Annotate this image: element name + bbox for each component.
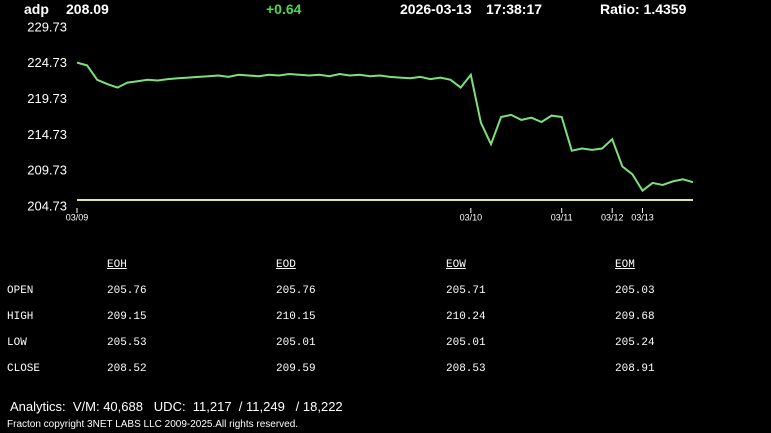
row-label: HIGH bbox=[7, 311, 34, 323]
cell: 209.15 bbox=[107, 311, 147, 323]
x-tick-label: 03/10 bbox=[460, 212, 483, 222]
cell: 205.01 bbox=[446, 337, 486, 349]
row-label: CLOSE bbox=[7, 363, 41, 375]
cell: 208.53 bbox=[446, 363, 486, 375]
cell: 210.24 bbox=[446, 311, 486, 323]
column-header: EOH bbox=[107, 259, 127, 271]
cell: 205.71 bbox=[446, 285, 486, 297]
cell: 209.59 bbox=[276, 363, 316, 375]
copyright: Fracton copyright 3NET LABS LLC 2009-202… bbox=[7, 419, 299, 430]
date: 2026-03-13 bbox=[400, 1, 472, 17]
y-tick-label: 224.73 bbox=[27, 55, 67, 70]
analytics: Analytics: V/M: 40,688 UDC: 11,217 / 11,… bbox=[10, 399, 343, 414]
cell: 205.01 bbox=[276, 337, 316, 349]
column-header: EOM bbox=[615, 259, 635, 271]
time: 17:38:17 bbox=[486, 1, 543, 17]
y-tick-label: 209.73 bbox=[27, 163, 67, 178]
cell: 210.15 bbox=[276, 311, 316, 323]
x-tick-label: 03/12 bbox=[601, 212, 624, 222]
y-tick-label: 219.73 bbox=[27, 91, 67, 106]
cell: 208.52 bbox=[107, 363, 147, 375]
row-label: LOW bbox=[7, 337, 27, 349]
cell: 208.91 bbox=[615, 363, 655, 375]
cell: 205.76 bbox=[107, 285, 147, 297]
symbol: adp bbox=[24, 1, 49, 17]
x-tick-label: 03/11 bbox=[551, 212, 573, 222]
row-label: OPEN bbox=[7, 285, 34, 297]
ratio: Ratio: 1.4359 bbox=[600, 1, 687, 17]
cell: 209.68 bbox=[615, 311, 655, 323]
x-tick-label: 03/13 bbox=[631, 212, 654, 222]
price-line bbox=[76, 61, 694, 193]
price: 208.09 bbox=[66, 1, 109, 17]
cell: 205.03 bbox=[615, 285, 655, 297]
y-tick-label: 229.73 bbox=[27, 19, 67, 34]
x-tick-label: 03/09 bbox=[66, 212, 89, 222]
column-header: EOD bbox=[276, 259, 296, 271]
column-header: EOW bbox=[446, 259, 466, 271]
y-tick-label: 214.73 bbox=[27, 127, 67, 142]
cell: 205.76 bbox=[276, 285, 316, 297]
cell: 205.24 bbox=[615, 337, 655, 349]
cell: 205.53 bbox=[107, 337, 147, 349]
price-chart: 229.73 224.73 219.73 214.73 209.73 204.7303/0… bbox=[27, 19, 694, 222]
change: +0.64 bbox=[266, 1, 302, 17]
y-tick-label: 204.73 bbox=[27, 198, 67, 213]
